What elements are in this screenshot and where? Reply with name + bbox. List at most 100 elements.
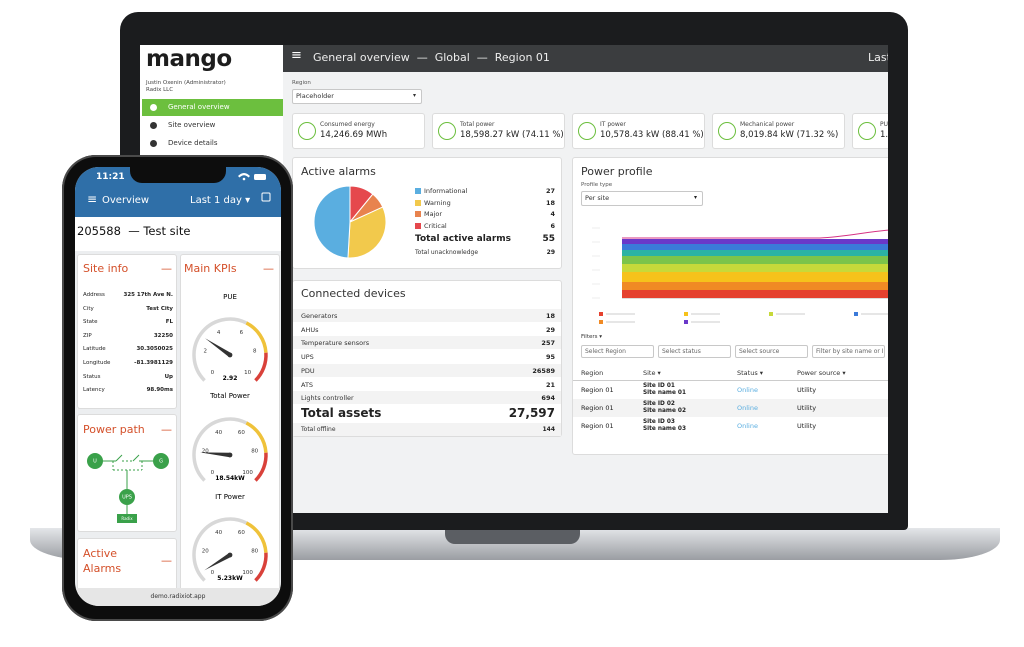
device-row [293,363,561,377]
column-header[interactable]: Site [643,369,661,377]
legend-value: 18 [545,198,555,207]
site-info-panel [77,254,177,409]
gauge-needle [204,553,232,571]
laptop-notch [445,528,580,544]
table-row[interactable] [573,417,888,435]
table-row[interactable] [573,399,888,417]
filter-select[interactable] [581,345,654,358]
gauge-value: 5.23kW [217,575,243,582]
gauge-tick-label: 0 [211,370,215,376]
gauge-tick-label: 4 [217,330,221,336]
info-label: ZIP [83,332,92,339]
collapse: — [161,262,172,275]
gauge-band [254,452,268,482]
topbar-right: Last [868,51,888,64]
collapse: — [263,262,274,275]
kpi-value: 18,598.27 kW (74.11 %) [460,130,564,140]
filters-label[interactable]: Filters [581,334,602,340]
phone-screen: 11:21 ≡ Overview Last 1 day 205588 — Test si… [75,167,281,606]
column-header[interactable]: Power source [797,369,846,377]
kpi-label: Mechanical power [740,121,795,128]
legend-swatch [415,199,421,206]
table-row[interactable] [573,381,888,399]
gauge-tick-label: 8 [253,349,257,355]
alarms-title: Active alarms [301,165,376,178]
device-label: AHUs [301,325,319,334]
nav-label: General overview [168,103,230,111]
gauge-tick-label: 0 [211,570,215,576]
info-value: Test City [146,305,173,312]
node-g [153,453,169,469]
device-row [293,377,561,391]
user-name: Justin Oxenin (Administrator) [146,80,226,86]
kpi-icon [578,122,596,140]
pie-slice [313,185,351,259]
device-count: 18 [545,312,555,320]
device-label: ATS [301,380,314,389]
gauge-value: 2.92 [223,375,238,382]
node-u [87,453,103,469]
topbar [283,45,888,72]
info-label: Latitude [83,346,106,353]
menu-label[interactable]: Overview [102,195,150,206]
menu-icon[interactable]: ≡ [291,48,302,63]
node-label: U [93,459,97,465]
range-select[interactable]: Last 1 day [190,195,250,206]
kpi-icon [298,122,316,140]
cell-site-id: Site ID 03 [643,419,675,425]
menu-icon[interactable]: ≡ [87,192,98,206]
info-label: Longitude [83,360,111,366]
offline-label: Total offline [301,426,336,433]
legend-label: Informational [424,187,468,195]
alarms-total-label: Total active alarms [415,234,512,244]
column-header[interactable]: Status [737,369,763,377]
nav-item[interactable] [142,99,283,116]
device-row [293,322,561,336]
assets-total: 27,597 [508,406,555,420]
gauge-band [192,317,248,382]
info-label: Latency [83,387,105,394]
power-profile-legend [599,312,888,324]
device-count: 26589 [532,366,555,375]
gauge-band [254,552,268,582]
gauge-tick-label: 6 [240,330,244,336]
alarms-total: 55 [542,234,555,244]
legend-swatch [415,188,421,194]
profile-select[interactable] [581,191,703,206]
gauge-tick-label: 10 [244,370,251,376]
phone-content: 11:21 ≡ Overview Last 1 day 205588 — Test si… [75,167,281,606]
device-row [293,391,561,405]
info-label: State [83,319,98,326]
white-band [75,217,281,251]
nav-icon [150,122,157,129]
column-header[interactable]: Region [581,369,604,377]
filter-text: Select status [662,348,701,355]
legend-label: Warning [424,198,451,207]
region-select[interactable] [292,89,422,104]
info-value: FL [165,319,173,326]
cell-region: Region 01 [581,404,614,412]
gauge-band [192,517,248,582]
filter-select[interactable] [735,345,808,358]
device-row [293,309,561,322]
gauge-tick-label: 40 [215,530,222,536]
cell-site-id: Site ID 01 [643,383,675,389]
gauge-band [245,521,268,553]
assets-label: Total assets [301,406,382,420]
gauge-tick-label: 60 [238,430,245,436]
gauge-tick-label: 100 [242,570,253,576]
section-title: Power path [83,423,145,436]
filter-select[interactable] [658,345,731,358]
kpi-label: Consumed energy [320,121,375,128]
cell-region: Region 01 [581,422,614,430]
filter-select[interactable] [812,345,885,358]
info-label: Address [83,292,105,298]
node-label: Radix [121,516,133,521]
legend-value: 27 [545,187,555,195]
gauge-needle [205,338,232,357]
gauge-hub [227,352,233,358]
region-placeholder: Placeholder [296,92,334,100]
device-count: 257 [541,339,555,348]
